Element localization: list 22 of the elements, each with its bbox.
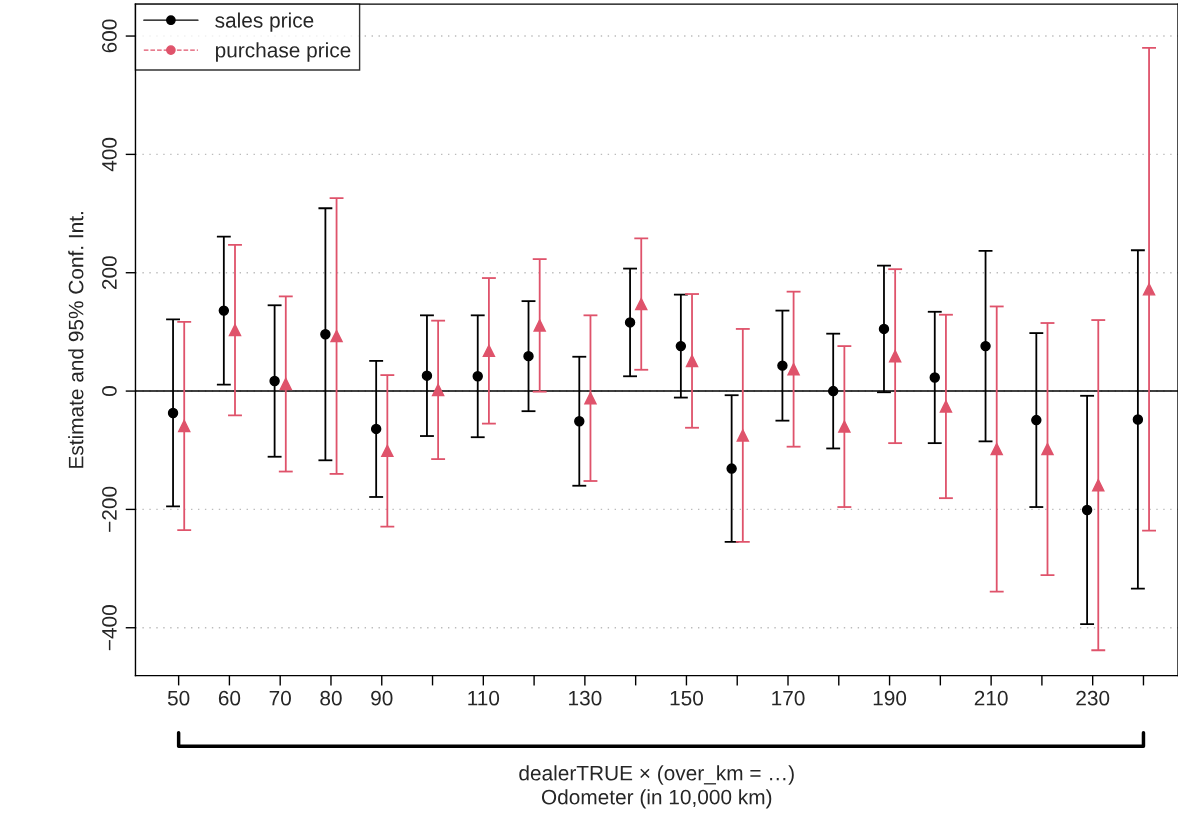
x-tick-label: 50 bbox=[167, 690, 190, 706]
y-axis-title: Estimate and 95% Conf. Int. bbox=[68, 212, 84, 468]
legend-label: purchase price bbox=[215, 42, 351, 62]
x-tick-label: 80 bbox=[320, 690, 342, 706]
x-tick-label: 130 bbox=[569, 690, 602, 706]
legend-label: sales price bbox=[215, 12, 314, 32]
x-tick-label: 190 bbox=[873, 690, 907, 706]
x-axis-title: dealerTRUE × (over_km = …) Odometer (in 10,000 km) bbox=[519, 765, 794, 809]
x-tick-label: 230 bbox=[1076, 690, 1110, 706]
x-tick-label: 70 bbox=[269, 690, 291, 706]
y-tick-label: 600 bbox=[102, 19, 117, 53]
y-tick-label: 0 bbox=[102, 386, 117, 397]
y-tick-label: 200 bbox=[102, 256, 117, 290]
x-tick-label: 90 bbox=[371, 690, 393, 706]
y-tick-label: −400 bbox=[102, 605, 117, 651]
x-tick-label: 60 bbox=[218, 690, 241, 706]
x-tick-label: 210 bbox=[974, 690, 1008, 706]
y-tick-label: 400 bbox=[102, 137, 117, 172]
x-tick-label: 110 bbox=[468, 690, 500, 706]
x-tick-label: 150 bbox=[670, 690, 704, 706]
x-tick-label: 170 bbox=[772, 690, 805, 706]
y-tick-label: −200 bbox=[102, 486, 117, 532]
